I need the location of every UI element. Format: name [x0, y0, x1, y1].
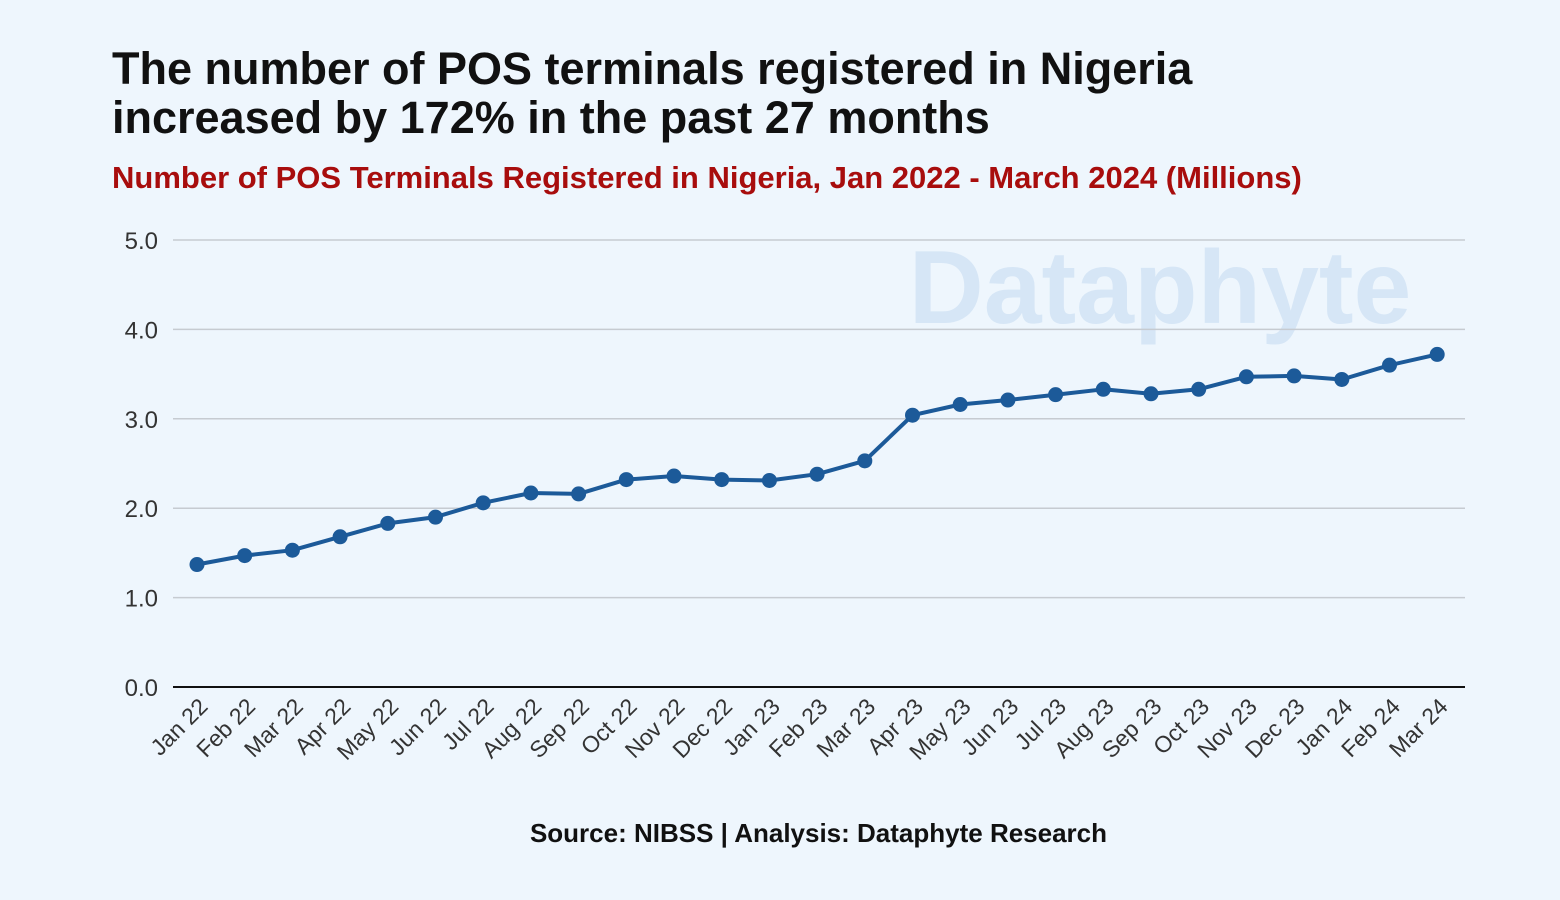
data-point — [857, 453, 873, 469]
data-point — [1429, 346, 1445, 362]
data-point — [284, 542, 300, 558]
data-point — [475, 495, 491, 511]
y-tick-label: 1.0 — [125, 586, 158, 613]
data-point — [1143, 386, 1159, 402]
source-note: Source: NIBSS | Analysis: Dataphyte Rese… — [529, 818, 1108, 848]
data-point — [332, 529, 348, 545]
data-point — [1334, 371, 1350, 387]
data-point — [380, 515, 396, 531]
data-point — [905, 407, 920, 423]
data-point — [428, 509, 443, 525]
data-point — [1095, 381, 1111, 397]
y-tick-label: 3.0 — [125, 407, 158, 434]
data-point — [714, 472, 730, 488]
data-point — [237, 548, 253, 564]
data-point — [523, 485, 539, 501]
data-point — [666, 468, 682, 484]
data-point — [1000, 392, 1016, 408]
chart-subtitle: Number of POS Terminals Registered in Ni… — [112, 160, 1302, 195]
y-tick-label: 0.0 — [125, 675, 158, 702]
data-point — [1238, 369, 1254, 385]
data-point — [189, 557, 205, 573]
data-point — [1382, 357, 1397, 373]
data-point — [809, 466, 825, 482]
data-point — [761, 472, 777, 488]
data-point — [571, 486, 587, 502]
dataphyte-watermark: Dataphyte — [909, 230, 1412, 346]
data-point — [1286, 368, 1302, 384]
data-point — [952, 396, 968, 412]
data-point — [1048, 387, 1064, 403]
chart-title: The number of POS terminals registered i… — [112, 43, 1193, 143]
y-tick-label: 5.0 — [125, 228, 158, 255]
y-tick-label: 2.0 — [125, 496, 158, 523]
y-tick-label: 4.0 — [125, 317, 158, 344]
series-line — [196, 352, 1438, 567]
data-point — [618, 472, 634, 488]
data-point — [1191, 381, 1207, 397]
